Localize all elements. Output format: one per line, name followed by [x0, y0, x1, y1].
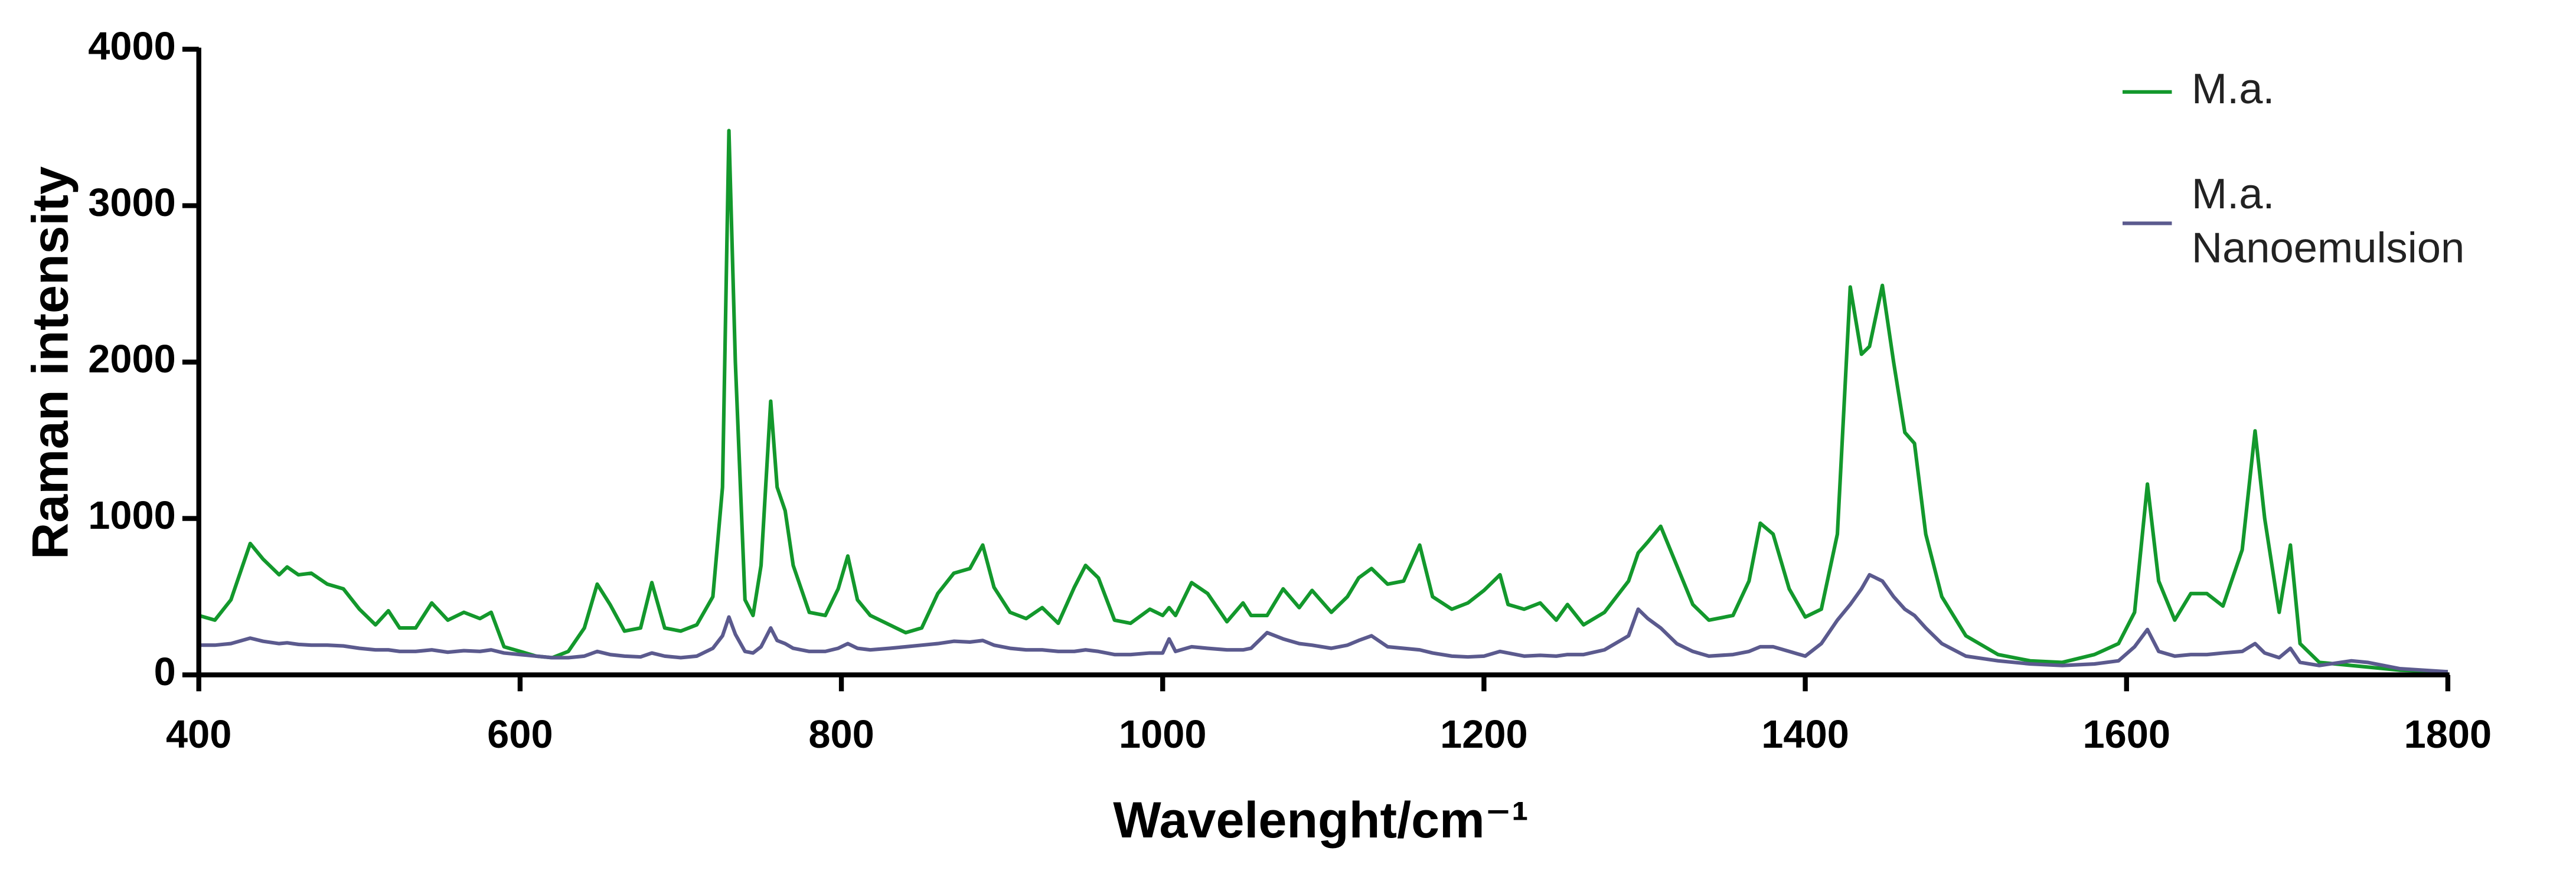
y-tick-label: 4000	[88, 25, 176, 68]
x-tick-label: 800	[808, 713, 874, 757]
legend-label: M.a. Nanoemulsion	[2192, 171, 2464, 272]
x-tick-label: 1600	[2082, 713, 2170, 757]
x-tick-label: 1400	[1761, 713, 1849, 757]
x-axis-label: Wavelenght/cm⁻¹	[1113, 792, 1529, 849]
legend-label: M.a.	[2192, 66, 2275, 113]
x-tick-label: 1800	[2404, 713, 2492, 757]
x-tick-label: 1000	[1119, 713, 1207, 757]
y-tick-label: 2000	[88, 338, 176, 381]
y-axis-label: Raman intensity	[22, 166, 79, 559]
series-line	[198, 572, 2448, 674]
y-tick-label: 0	[154, 650, 176, 694]
x-tick-label: 600	[487, 713, 553, 757]
y-tick-label: 1000	[88, 494, 176, 538]
legend-label-line: Nanoemulsion	[2192, 225, 2464, 272]
x-tick-label: 1200	[1440, 713, 1528, 757]
y-tick-label: 3000	[88, 181, 176, 225]
legend-label-line: M.a.	[2192, 171, 2275, 218]
x-tick-label: 400	[166, 713, 231, 757]
legend-label-line: M.a.	[2192, 66, 2275, 113]
series-line	[198, 129, 2448, 674]
